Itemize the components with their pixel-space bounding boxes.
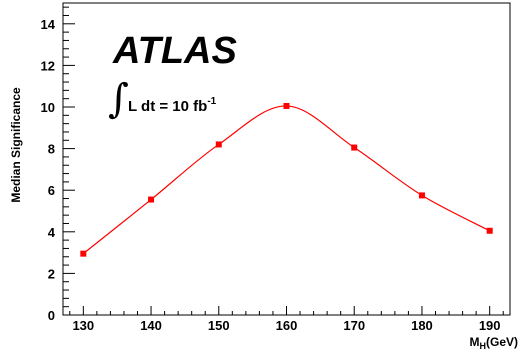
y-tick-label: 2 — [48, 266, 55, 281]
data-point-marker — [351, 144, 358, 151]
y-tick-label: 14 — [41, 17, 56, 32]
luminosity-superscript: -1 — [207, 96, 216, 107]
luminosity-text: L dt = 10 fb — [128, 98, 207, 115]
data-point-marker — [80, 250, 87, 257]
data-point-marker — [418, 192, 425, 199]
x-axis-title: MH(GeV) — [469, 335, 518, 351]
y-tick-label: 12 — [41, 58, 55, 73]
y-tick-label: 8 — [48, 142, 55, 157]
x-axis-ticks: 130 140 150 160 170 180 190 — [69, 306, 504, 333]
y-axis-title: Median Significance — [9, 87, 23, 203]
x-tick-label: 150 — [208, 318, 230, 333]
x-axis-title-unit: (GeV) — [486, 335, 518, 349]
x-tick-label: 180 — [411, 318, 433, 333]
luminosity-label: L dt = 10 fb-1 — [128, 96, 217, 115]
y-axis-ticks: 0 2 4 6 8 10 12 14 — [41, 6, 75, 323]
x-tick-label: 170 — [343, 318, 365, 333]
y-tick-label: 10 — [41, 100, 55, 115]
atlas-label: ATLAS — [112, 30, 237, 72]
x-tick-label: 130 — [72, 318, 94, 333]
series-markers — [80, 102, 493, 257]
data-point-marker — [148, 196, 155, 203]
x-tick-label: 190 — [479, 318, 501, 333]
y-tick-label: 4 — [48, 225, 56, 240]
x-axis-title-subscript: H — [479, 341, 486, 351]
x-tick-label: 140 — [140, 318, 162, 333]
data-point-marker — [486, 227, 493, 234]
data-point-marker — [215, 141, 222, 148]
x-axis-title-main: M — [469, 335, 479, 349]
y-tick-label: 6 — [48, 183, 55, 198]
data-point-marker — [283, 102, 290, 109]
integral-sign: ∫ — [108, 76, 129, 122]
series-line — [82, 105, 490, 255]
y-tick-label: 0 — [48, 308, 55, 323]
x-tick-label: 160 — [276, 318, 298, 333]
